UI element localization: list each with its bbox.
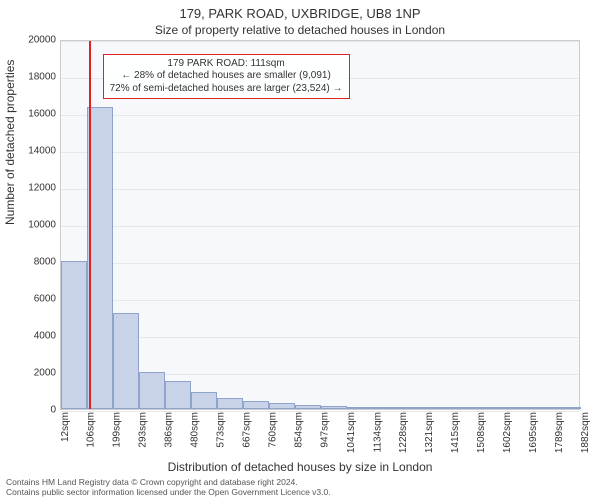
x-tick-label: 199sqm (112, 412, 123, 448)
plot-background: 179 PARK ROAD: 111sqm← 28% of detached h… (60, 40, 580, 410)
histogram-bar (217, 398, 243, 409)
histogram-bar (87, 107, 113, 409)
x-tick-label: 1041sqm (346, 412, 357, 453)
x-tick-label: 667sqm (242, 412, 253, 448)
x-tick-label: 854sqm (294, 412, 305, 448)
histogram-bar (139, 372, 165, 409)
x-tick-label: 386sqm (164, 412, 175, 448)
histogram-bar (321, 406, 347, 409)
property-marker-line (89, 41, 91, 409)
annotation-line: ← 28% of detached houses are smaller (9,… (110, 70, 343, 83)
x-tick-label: 1602sqm (502, 412, 513, 453)
histogram-bar (191, 392, 217, 409)
x-tick-label: 106sqm (86, 412, 97, 448)
histogram-bar (451, 407, 477, 409)
histogram-bar (373, 407, 399, 409)
y-tick-label: 0 (50, 405, 60, 416)
y-tick-label: 8000 (34, 257, 60, 268)
x-tick-label: 1508sqm (476, 412, 487, 453)
y-tick-label: 18000 (28, 72, 60, 83)
y-tick-label: 12000 (28, 183, 60, 194)
gridline (61, 300, 579, 301)
property-annotation: 179 PARK ROAD: 111sqm← 28% of detached h… (103, 54, 350, 100)
gridline (61, 337, 579, 338)
histogram-bar (113, 313, 139, 409)
gridline (61, 152, 579, 153)
x-tick-label: 947sqm (320, 412, 331, 448)
x-tick-label: 480sqm (190, 412, 201, 448)
x-tick-label: 1228sqm (398, 412, 409, 453)
histogram-bar (503, 407, 529, 409)
x-tick-label: 1415sqm (450, 412, 461, 453)
y-tick-label: 10000 (28, 220, 60, 231)
y-tick-label: 14000 (28, 146, 60, 157)
x-tick-label: 1321sqm (424, 412, 435, 453)
chart-plot-area: 179 PARK ROAD: 111sqm← 28% of detached h… (60, 40, 580, 410)
histogram-bar (269, 403, 295, 409)
gridline (61, 41, 579, 42)
x-tick-label: 293sqm (138, 412, 149, 448)
x-tick-label: 1134sqm (372, 412, 383, 452)
x-tick-label: 1695sqm (528, 412, 539, 453)
y-tick-label: 4000 (34, 331, 60, 342)
x-tick-label: 1789sqm (554, 412, 565, 453)
x-axis-label: Distribution of detached houses by size … (0, 460, 600, 474)
x-tick-label: 12sqm (60, 412, 71, 442)
footer-line-2: Contains public sector information licen… (6, 488, 331, 498)
histogram-bar (425, 407, 451, 409)
x-tick-label: 573sqm (216, 412, 227, 448)
gridline (61, 189, 579, 190)
histogram-bar (295, 405, 321, 409)
y-tick-label: 6000 (34, 294, 60, 305)
gridline (61, 263, 579, 264)
histogram-bar (61, 261, 87, 409)
annotation-line: 72% of semi-detached houses are larger (… (110, 83, 343, 96)
histogram-bar (477, 407, 503, 409)
chart-title: 179, PARK ROAD, UXBRIDGE, UB8 1NP (0, 0, 600, 21)
histogram-bar (243, 401, 269, 409)
histogram-bar (529, 407, 555, 409)
gridline (61, 226, 579, 227)
x-tick-label: 760sqm (268, 412, 279, 448)
y-tick-label: 2000 (34, 368, 60, 379)
y-tick-label: 20000 (28, 35, 60, 46)
chart-subtitle: Size of property relative to detached ho… (0, 21, 600, 41)
annotation-line: 179 PARK ROAD: 111sqm (110, 58, 343, 71)
y-axis-label: Number of detached properties (3, 60, 17, 225)
y-tick-label: 16000 (28, 109, 60, 120)
x-tick-label: 1882sqm (580, 412, 591, 453)
histogram-bar (555, 407, 581, 409)
histogram-bar (165, 381, 191, 409)
histogram-bar (399, 407, 425, 409)
gridline (61, 115, 579, 116)
footer-attribution: Contains HM Land Registry data © Crown c… (6, 478, 331, 498)
histogram-bar (347, 407, 373, 409)
